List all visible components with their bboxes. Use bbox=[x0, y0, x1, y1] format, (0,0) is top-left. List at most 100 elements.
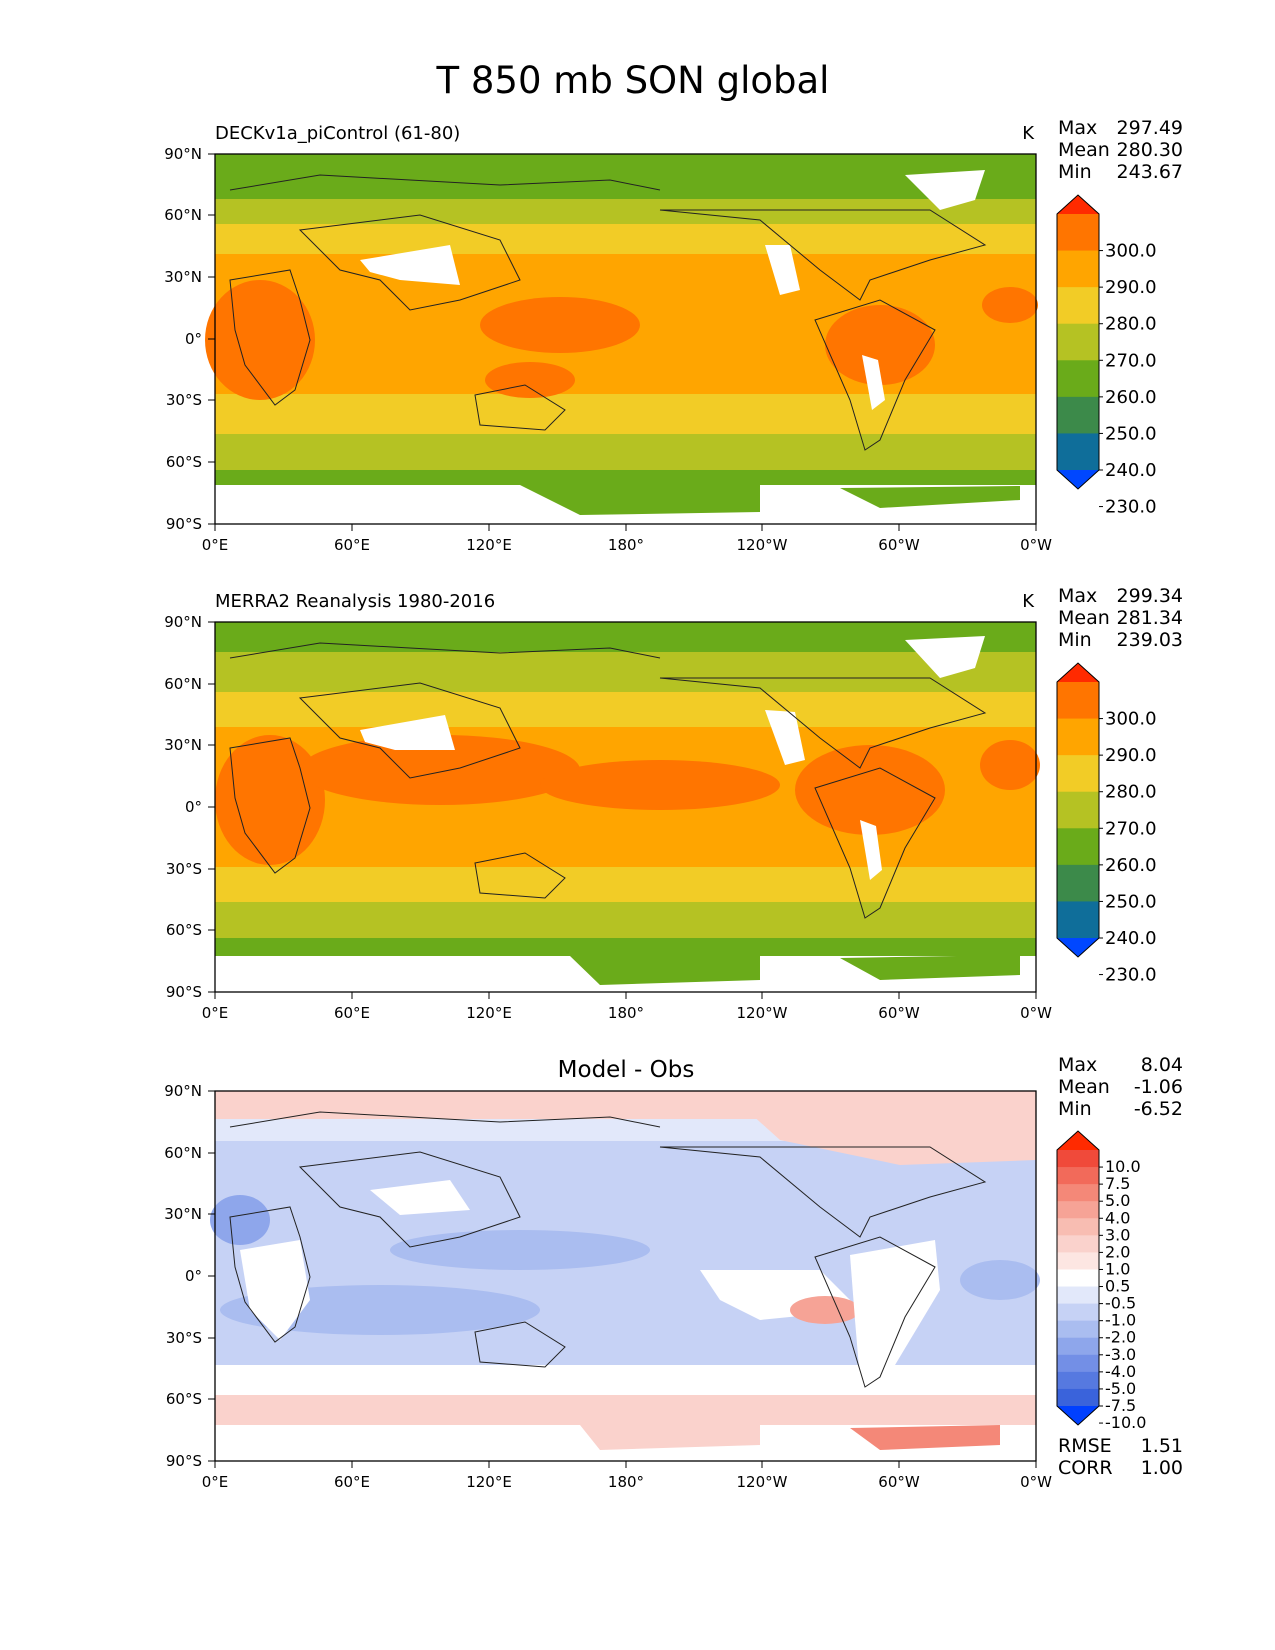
colorbar-tick-label: 240.0 bbox=[1105, 928, 1157, 949]
panel-obs-stats: Max 299.34 Mean 281.34 Min 239.03 bbox=[1058, 585, 1183, 651]
colorbar-bin bbox=[1057, 1269, 1099, 1288]
lon-tick-label: 0°W bbox=[1020, 536, 1052, 554]
panel-obs-colorbar: 300.0 290.0 280.0 270.0 260.0 250.0 240.0 230.0 bbox=[1056, 662, 1157, 986]
stat-value-max: 297.49 bbox=[1117, 117, 1183, 139]
lat-tick-label: 90°N bbox=[164, 145, 202, 163]
stat-label-corr: CORR bbox=[1058, 1457, 1113, 1479]
stat-value-rmse: 1.51 bbox=[1141, 1435, 1183, 1457]
stat-label-min: Min bbox=[1058, 161, 1092, 183]
colorbar-tick-label: 0.5 bbox=[1105, 1277, 1130, 1296]
colorbar-bin bbox=[1057, 1218, 1099, 1236]
colorbar-tick-label: 7.5 bbox=[1105, 1174, 1130, 1193]
stat-value-corr: 1.00 bbox=[1141, 1457, 1183, 1479]
colorbar-bin bbox=[1057, 214, 1099, 252]
colorbar-bin bbox=[1057, 1303, 1099, 1322]
lat-tick-label: 90°S bbox=[166, 1452, 202, 1470]
stat-value-mean: -1.06 bbox=[1134, 1076, 1183, 1098]
panel-model-title: DECKv1a_piControl (61-80) bbox=[215, 123, 460, 144]
stat-label-max: Max bbox=[1058, 585, 1097, 607]
panel-diff-map bbox=[210, 1090, 1040, 1462]
lon-tick-label: 120°E bbox=[466, 536, 512, 554]
colorbar-tick-label: -7.5 bbox=[1105, 1396, 1136, 1415]
colorbar-bin bbox=[1057, 1388, 1099, 1407]
stat-value-mean: 280.30 bbox=[1117, 139, 1183, 161]
colorbar-bin bbox=[1057, 1235, 1099, 1253]
colorbar-tick-label: -2.0 bbox=[1105, 1328, 1136, 1347]
colorbar-tick-label: -3.0 bbox=[1105, 1345, 1136, 1364]
panel-model-lat-ticks: 90°N 60°N 30°N 0° 30°S 60°S 90°S bbox=[164, 145, 215, 533]
colorbar-swatches bbox=[1057, 195, 1099, 489]
lon-tick-label: 180° bbox=[608, 1473, 644, 1491]
panel-obs-units: K bbox=[1022, 591, 1035, 612]
colorbar-tick-label: 3.0 bbox=[1105, 1225, 1130, 1244]
colorbar-tick-label: 280.0 bbox=[1105, 782, 1157, 803]
colorbar-tick-label: 240.0 bbox=[1105, 460, 1157, 481]
colorbar-bin bbox=[1057, 1184, 1099, 1202]
panel-model-units: K bbox=[1022, 123, 1035, 144]
lat-tick-label: 60°S bbox=[166, 1390, 202, 1408]
lat-tick-label: 90°N bbox=[164, 1082, 202, 1100]
lat-tick-label: 90°S bbox=[166, 983, 202, 1001]
colorbar-bin bbox=[1057, 1320, 1099, 1339]
colorbar-bin bbox=[1057, 1354, 1099, 1373]
stat-label-min: Min bbox=[1058, 1098, 1092, 1120]
colorbar-bin bbox=[1057, 1371, 1099, 1390]
colorbar-extend-min bbox=[1057, 470, 1099, 489]
lat-tick-label: 60°N bbox=[164, 675, 202, 693]
panel-diff-colorbar: 10.07.55.04.03.02.01.00.5-0.5-1.0-2.0-3.… bbox=[1056, 1130, 1146, 1432]
lon-tick-label: 120°W bbox=[737, 1004, 788, 1022]
stat-value-mean: 281.34 bbox=[1117, 607, 1183, 629]
lat-tick-label: 60°S bbox=[166, 921, 202, 939]
colorbar-bin bbox=[1057, 1150, 1099, 1168]
colorbar-tick-label: 250.0 bbox=[1105, 423, 1157, 444]
lat-tick-label: 90°N bbox=[164, 613, 202, 631]
stat-label-min: Min bbox=[1058, 629, 1092, 651]
colorbar-bin bbox=[1057, 250, 1099, 288]
colorbar-bin bbox=[1057, 396, 1099, 435]
lon-tick-label: 0°W bbox=[1020, 1004, 1052, 1022]
lat-tick-label: 30°N bbox=[164, 1205, 202, 1223]
colorbar-bin bbox=[1057, 1286, 1099, 1305]
lon-tick-label: 60°W bbox=[878, 1004, 920, 1022]
colorbar-tick-label: 290.0 bbox=[1105, 277, 1157, 298]
lon-tick-label: 60°E bbox=[334, 1473, 370, 1491]
lat-tick-label: 30°N bbox=[164, 268, 202, 286]
colorbar-tick-label: 2.0 bbox=[1105, 1242, 1130, 1261]
lat-tick-label: 0° bbox=[185, 330, 202, 348]
lon-tick-label: 120°W bbox=[737, 1473, 788, 1491]
lat-tick-label: 30°S bbox=[166, 391, 202, 409]
colorbar-tick-label: 270.0 bbox=[1105, 350, 1157, 371]
colorbar-tick-label: 4.0 bbox=[1105, 1208, 1130, 1227]
colorbar-bin bbox=[1057, 901, 1099, 939]
panel-model-stats: Max 297.49 Mean 280.30 Min 243.67 bbox=[1058, 117, 1183, 183]
lon-tick-label: 120°W bbox=[737, 536, 788, 554]
colorbar-extend-min bbox=[1057, 1406, 1099, 1425]
colorbar-extend-max bbox=[1057, 1131, 1099, 1150]
panel-diff-title: Model - Obs bbox=[558, 1057, 695, 1083]
colorbar-tick-label: 300.0 bbox=[1105, 709, 1157, 730]
colorbar-swatches bbox=[1057, 663, 1099, 957]
lon-tick-label: 180° bbox=[608, 536, 644, 554]
panel-diff-lon-ticks: 0°E 60°E 120°E 180° 120°W 60°W 0°W bbox=[202, 1461, 1052, 1491]
stat-value-max: 299.34 bbox=[1117, 585, 1183, 607]
panel-obs-lon-ticks: 0°E 60°E 120°E 180° 120°W 60°W 0°W bbox=[202, 992, 1052, 1022]
colorbar-tick-label: 230.0 bbox=[1105, 497, 1157, 518]
stat-label-rmse: RMSE bbox=[1058, 1435, 1112, 1457]
colorbar-extend-max bbox=[1057, 663, 1099, 682]
colorbar-tick-label: 1.0 bbox=[1105, 1259, 1130, 1278]
colorbar-bin bbox=[1057, 864, 1099, 903]
colorbar-bin bbox=[1057, 287, 1099, 325]
stat-label-max: Max bbox=[1058, 1054, 1097, 1076]
stat-value-min: 239.03 bbox=[1117, 629, 1183, 651]
lat-tick-label: 30°N bbox=[164, 736, 202, 754]
colorbar-bin bbox=[1057, 1252, 1099, 1271]
colorbar-swatches bbox=[1057, 1131, 1099, 1425]
panel-obs-lat-ticks: 90°N 60°N 30°N 0° 30°S 60°S 90°S bbox=[164, 613, 215, 1001]
colorbar-tick-label: -0.5 bbox=[1105, 1294, 1136, 1313]
lat-tick-label: 30°S bbox=[166, 860, 202, 878]
colorbar-tick-label: 260.0 bbox=[1105, 855, 1157, 876]
stat-value-max: 8.04 bbox=[1141, 1054, 1183, 1076]
figure-title: T 850 mb SON global bbox=[436, 59, 830, 102]
colorbar-bin bbox=[1057, 433, 1099, 471]
lon-tick-label: 60°E bbox=[334, 536, 370, 554]
